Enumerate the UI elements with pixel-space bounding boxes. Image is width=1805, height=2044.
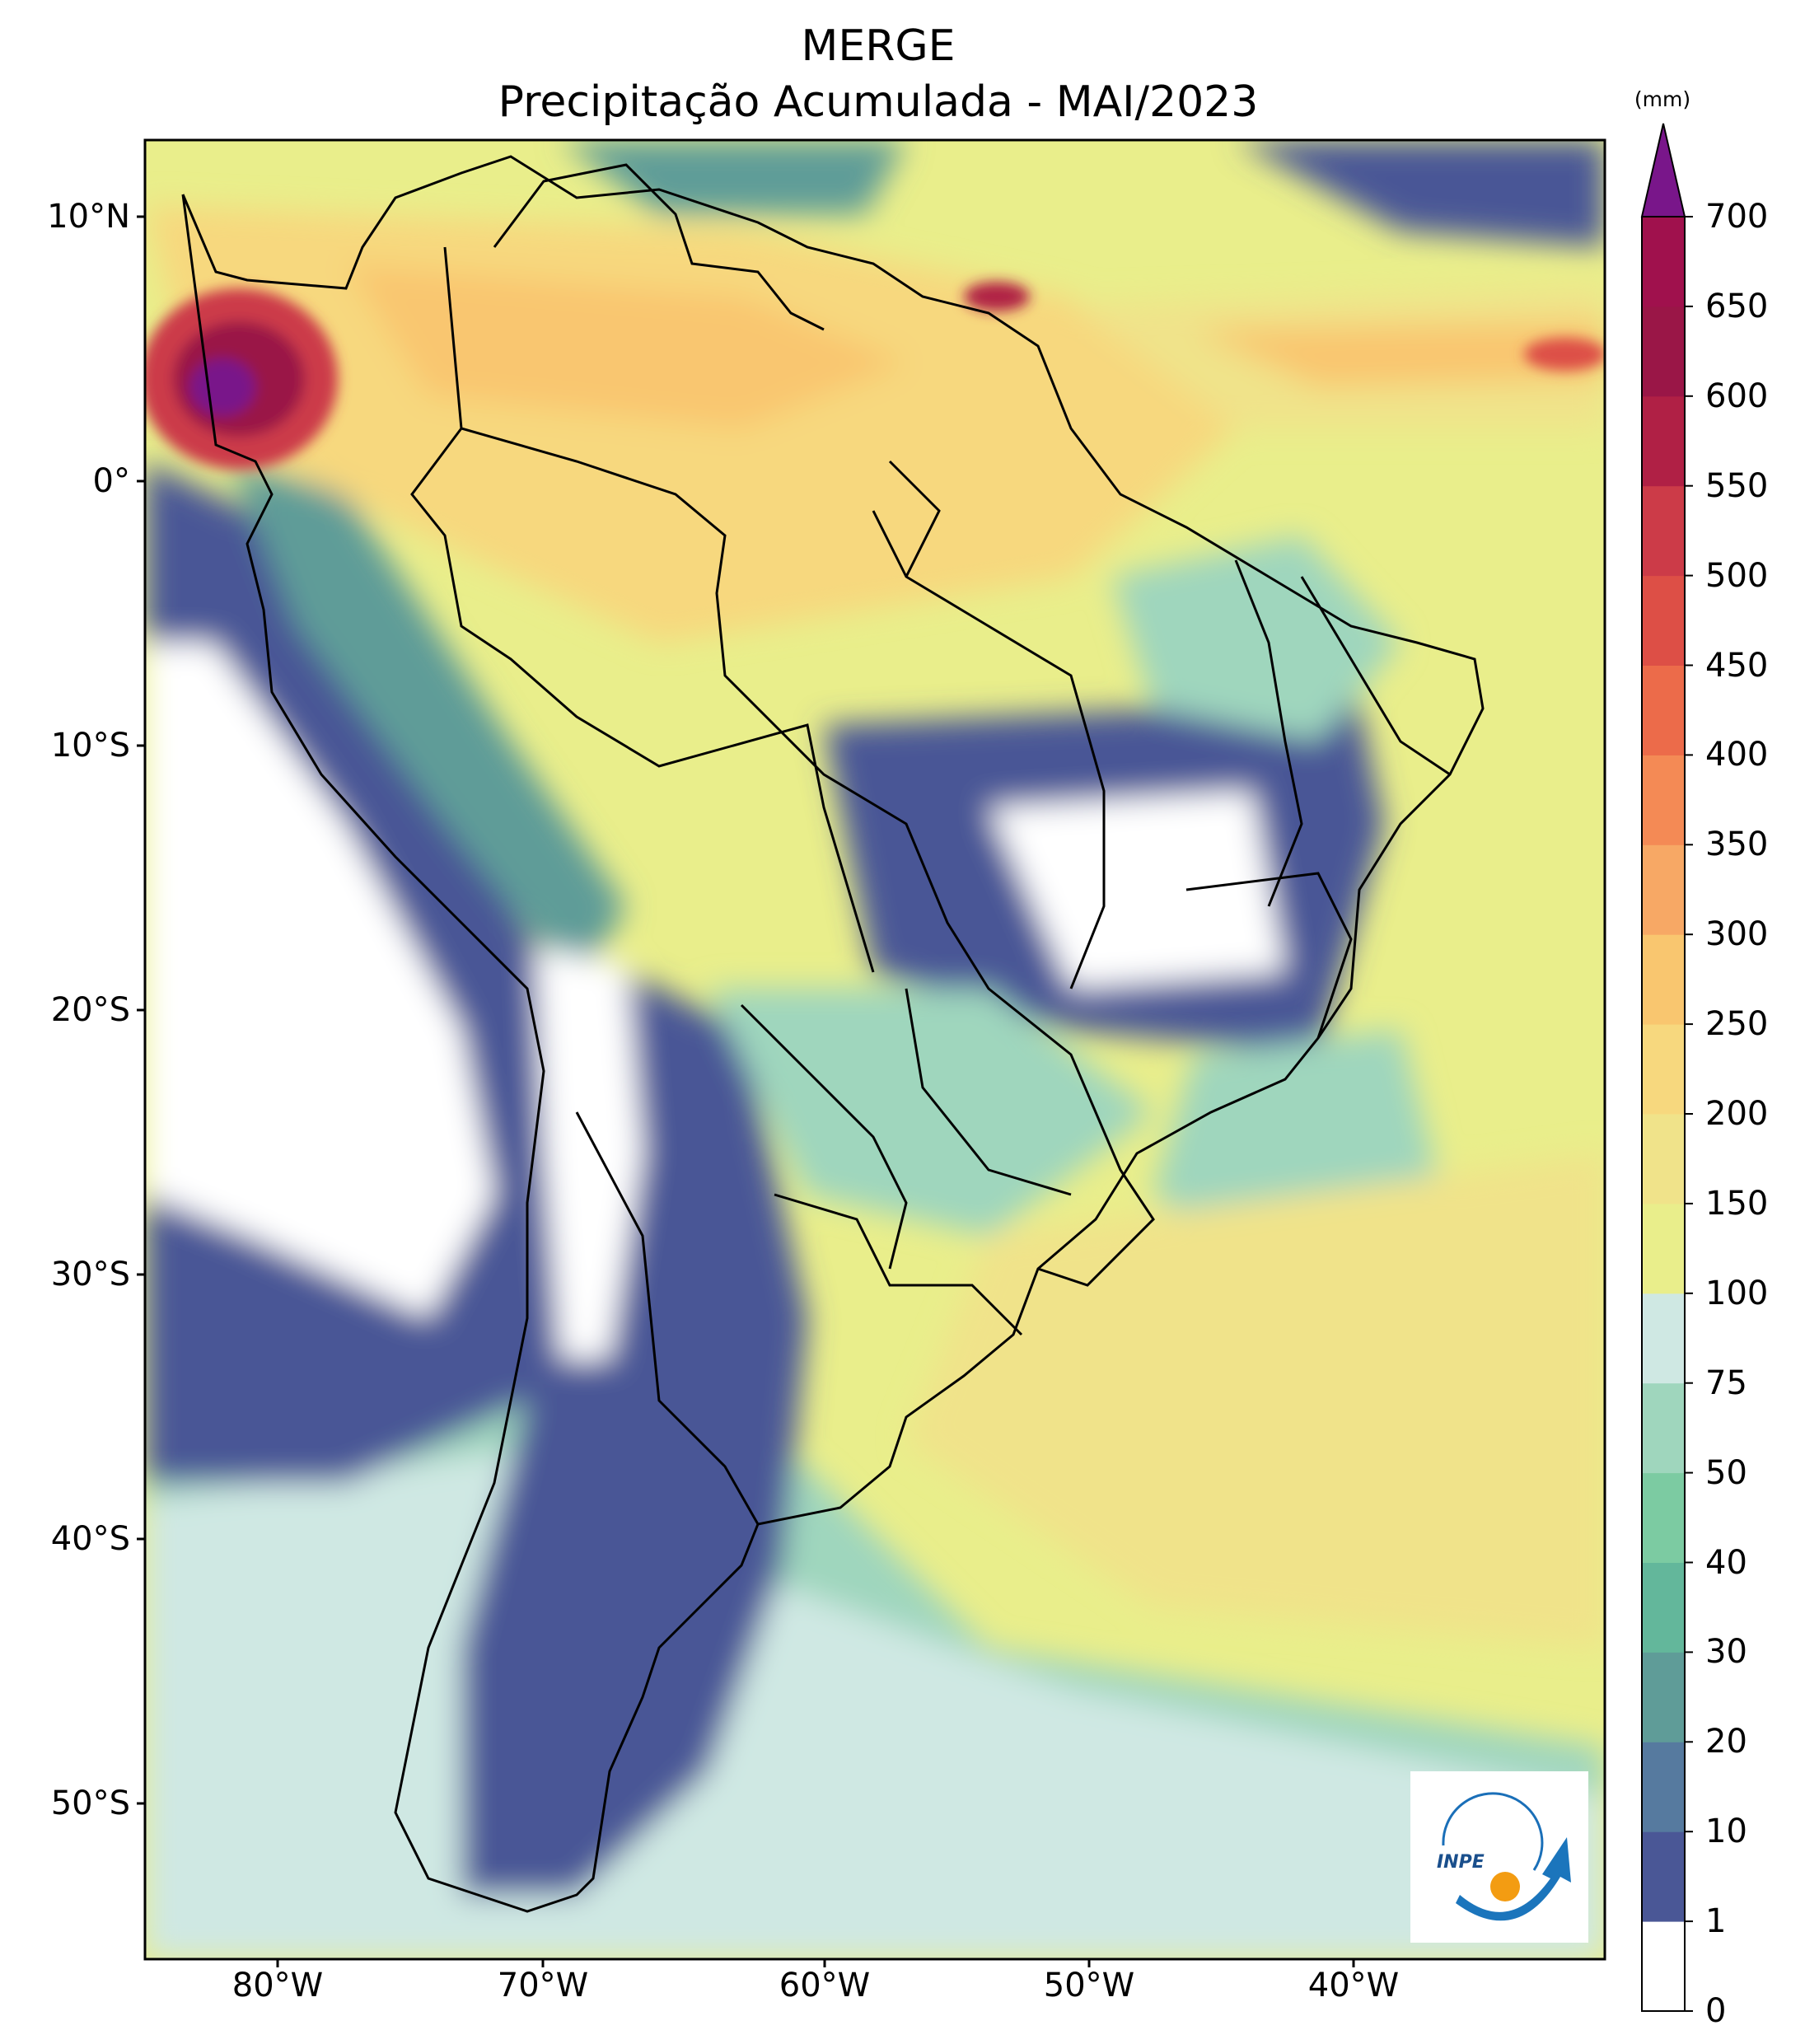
colorbar-tick-label: 100 [1705,1274,1769,1312]
colorbar-segment [1642,1562,1685,1653]
colorbar-tick-label: 450 [1705,646,1769,685]
colorbar-segment [1642,934,1685,1025]
colorbar [1640,123,1693,2012]
colorbar-segment [1642,1203,1685,1294]
lat-label-20s: 20°S [50,991,130,1029]
colorbar-tick-label: 550 [1705,466,1769,505]
lat-label-30s: 30°S [50,1256,130,1293]
colorbar-segment [1642,1382,1685,1474]
colorbar-extend-arrow [1640,123,1686,217]
colorbar-tick-label: 650 [1705,287,1769,325]
colorbar-segment [1642,665,1685,755]
axis-ticks [137,215,1355,1967]
colorbar-tick-label: 30 [1705,1633,1747,1672]
colorbar-tick-label: 10 [1705,1812,1747,1851]
lon-label-70w: 70°W [497,1967,589,2004]
colorbar-tick-label: 40 [1705,1543,1747,1582]
colorbar-segment [1642,1921,1685,2012]
lat-label-10s: 10°S [50,727,130,765]
colorbar-segment [1642,395,1685,487]
colorbar-segment [1642,1742,1685,1832]
lat-label-40s: 40°S [50,1520,130,1558]
logo-text: INPE [1437,1852,1485,1873]
colorbar-tick-label: 50 [1705,1453,1747,1492]
colorbar-tick-label: 400 [1705,736,1769,774]
colorbar-tick-label: 300 [1705,915,1769,954]
lat-label-0: 0° [92,462,130,500]
colorbar-tick-label: 150 [1705,1184,1769,1223]
colorbar-segment [1642,1024,1685,1115]
colorbar-segment [1642,217,1685,307]
colorbar-tick-label: 0 [1705,1992,1727,2030]
colorbar-segment [1642,1472,1685,1563]
coastline [181,155,1485,1913]
lon-label-80w: 80°W [231,1967,324,2004]
map-subtitle: Precipitação Acumulada - MAI/2023 [498,77,1259,127]
lon-label-50w: 50°W [1043,1967,1135,2004]
colorbar-unit: (mm) [1634,87,1691,111]
colorbar-segment [1642,1831,1685,1922]
colorbar-tick-label: 200 [1705,1095,1769,1133]
inpe-logo: INPE [1410,1771,1588,1943]
colorbar-tick-label: 600 [1705,377,1769,415]
colorbar-tick-label: 1 [1705,1902,1727,1941]
colorbar-segment [1642,844,1685,935]
colorbar-segment [1642,485,1685,577]
map-title: MERGE [801,21,956,71]
colorbar-tick-label: 350 [1705,826,1769,864]
colorbar-tick-label: 75 [1705,1363,1747,1402]
precip-field [145,140,1605,1959]
colorbar-tick-label: 250 [1705,1005,1769,1044]
colorbar-segment [1642,755,1685,845]
lat-label-10n: 10°N [47,198,130,236]
colorbar-segment [1642,306,1685,397]
colorbar-segment [1642,1114,1685,1204]
colorbar-segment [1642,1652,1685,1742]
lon-label-60w: 60°W [779,1967,871,2004]
lon-label-40w: 40°W [1307,1967,1400,2004]
map-frame [143,138,1606,1961]
colorbar-tick-label: 700 [1705,198,1769,236]
colorbar-tick-label: 500 [1705,556,1769,595]
colorbar-tick-label: 20 [1705,1723,1747,1761]
lat-label-50s: 50°S [50,1784,130,1822]
inpe-logo-icon [1442,1792,1571,1921]
colorbar-segment [1642,1293,1685,1384]
colorbar-segment [1642,575,1685,666]
